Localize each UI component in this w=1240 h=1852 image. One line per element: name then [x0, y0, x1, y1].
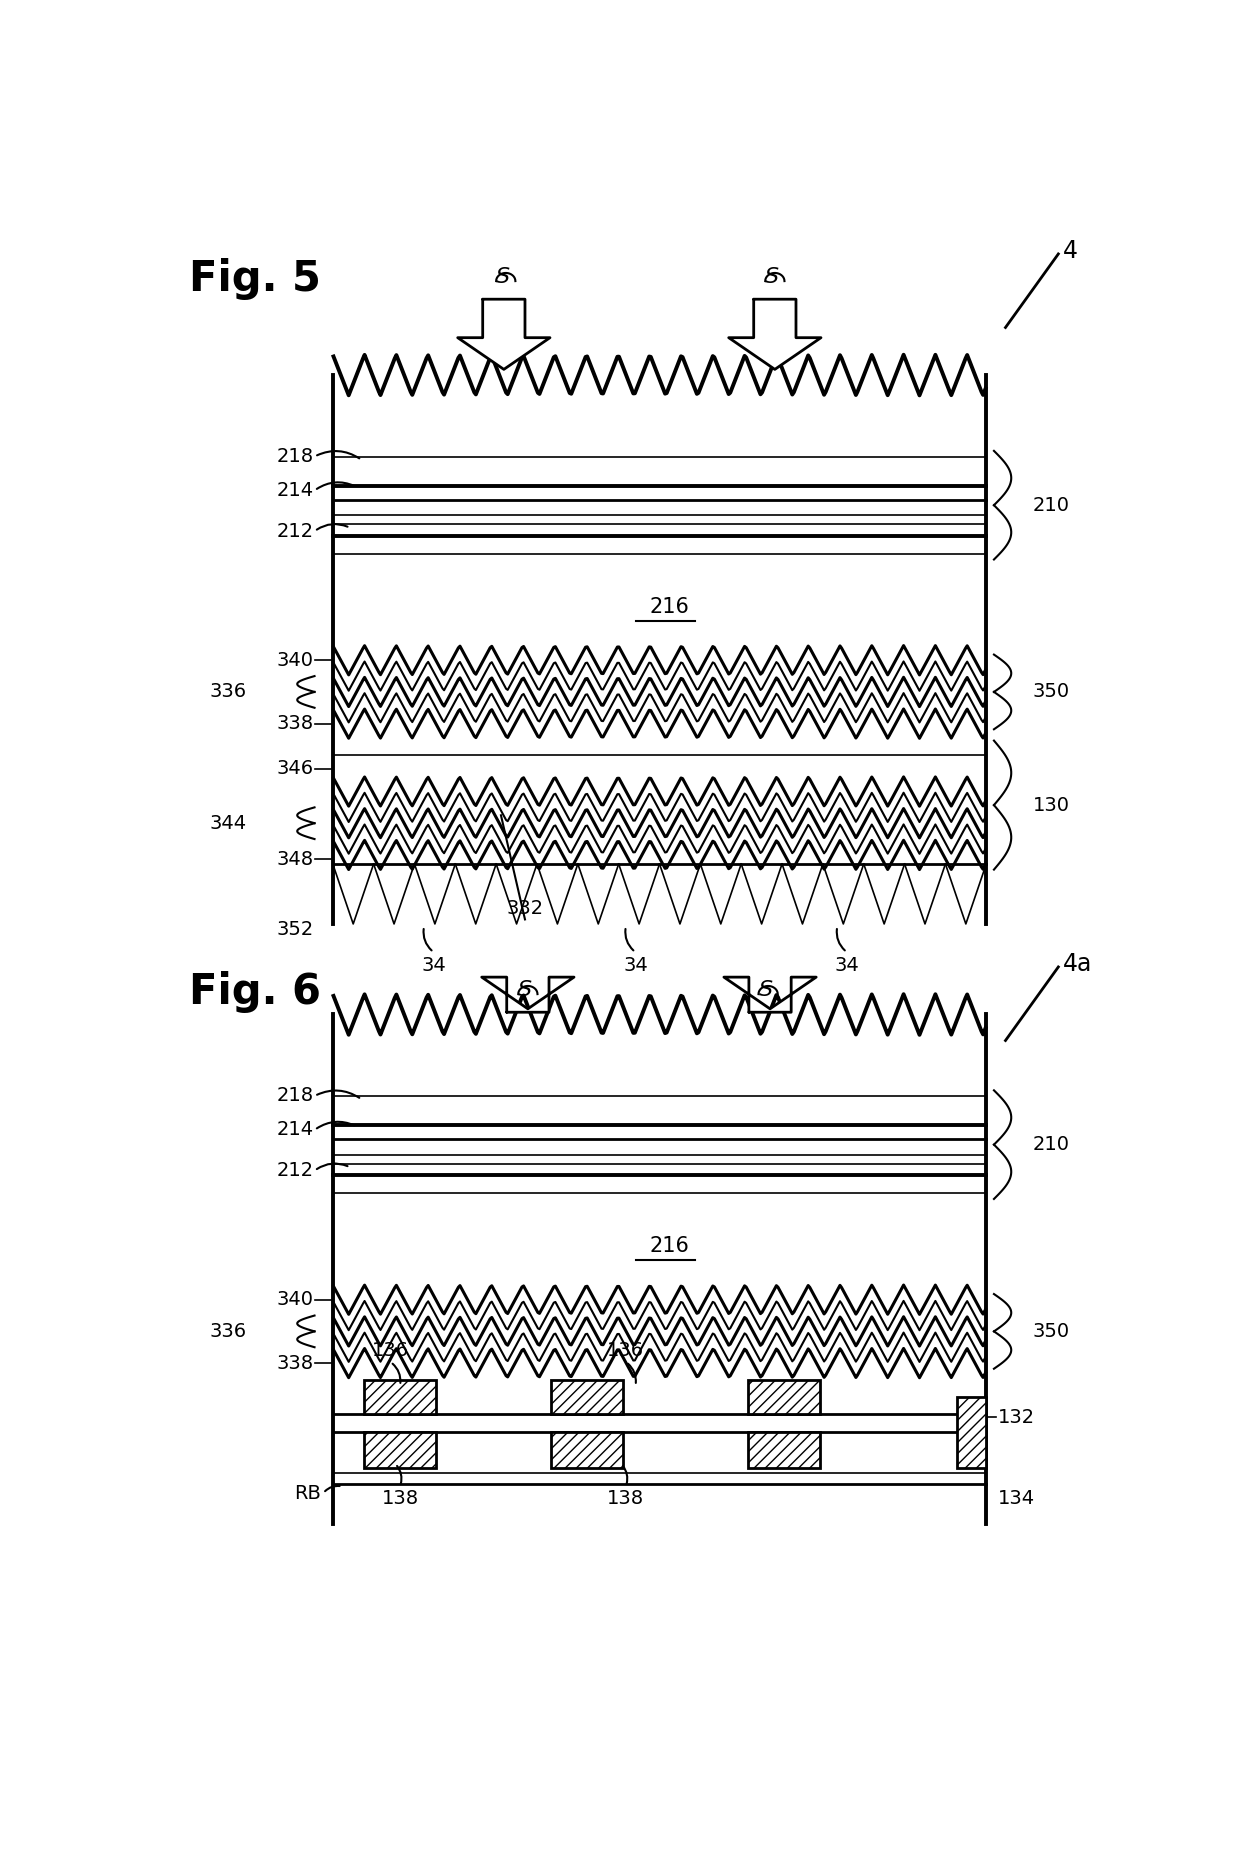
Text: 210: 210 [1033, 1135, 1069, 1154]
Bar [749, 1432, 821, 1469]
Text: 138: 138 [382, 1489, 419, 1508]
Text: 340: 340 [277, 650, 314, 670]
Text: 136: 136 [372, 1341, 409, 1359]
Text: Fig. 6: Fig. 6 [188, 972, 321, 1013]
Text: 4: 4 [1063, 239, 1078, 263]
Text: 34: 34 [835, 956, 859, 974]
Polygon shape [729, 300, 821, 369]
Text: 350: 350 [1033, 1322, 1070, 1341]
Bar [552, 1432, 624, 1469]
Text: 350: 350 [1033, 682, 1070, 702]
Text: S: S [496, 267, 511, 287]
Text: 132: 132 [998, 1408, 1035, 1426]
Text: S: S [518, 980, 532, 1000]
Bar [749, 1380, 821, 1413]
Bar [957, 1396, 986, 1469]
Text: 218: 218 [277, 446, 314, 467]
Text: 216: 216 [650, 1237, 689, 1256]
Text: 352: 352 [277, 920, 314, 939]
Text: 212: 212 [277, 1161, 314, 1180]
Text: S: S [765, 267, 780, 287]
Text: 338: 338 [277, 1354, 314, 1372]
Text: 4a: 4a [1063, 952, 1092, 976]
Text: 348: 348 [277, 850, 314, 869]
Text: 332: 332 [506, 900, 543, 919]
Text: 34: 34 [422, 956, 446, 974]
Text: 34: 34 [624, 956, 647, 974]
Bar [552, 1380, 624, 1413]
Polygon shape [458, 300, 551, 369]
Text: 138: 138 [608, 1489, 645, 1508]
Text: 346: 346 [277, 759, 314, 778]
Text: 210: 210 [1033, 496, 1069, 515]
Polygon shape [724, 978, 816, 1013]
Text: 212: 212 [277, 522, 314, 541]
Text: 216: 216 [650, 596, 689, 617]
Text: 130: 130 [1033, 796, 1069, 815]
Text: 214: 214 [277, 482, 314, 500]
Bar [365, 1380, 436, 1413]
Text: Fig. 5: Fig. 5 [188, 259, 320, 300]
Text: 218: 218 [277, 1087, 314, 1106]
Text: S: S [759, 980, 773, 1000]
Text: 214: 214 [277, 1120, 314, 1139]
Text: 136: 136 [608, 1341, 645, 1359]
Text: 338: 338 [277, 715, 314, 733]
Text: 336: 336 [210, 1322, 247, 1341]
Text: 344: 344 [210, 813, 247, 833]
Text: 340: 340 [277, 1291, 314, 1309]
Text: 336: 336 [210, 682, 247, 702]
Text: 134: 134 [998, 1489, 1035, 1508]
Bar [365, 1432, 436, 1469]
Polygon shape [481, 978, 574, 1013]
Text: RB: RB [294, 1483, 321, 1502]
